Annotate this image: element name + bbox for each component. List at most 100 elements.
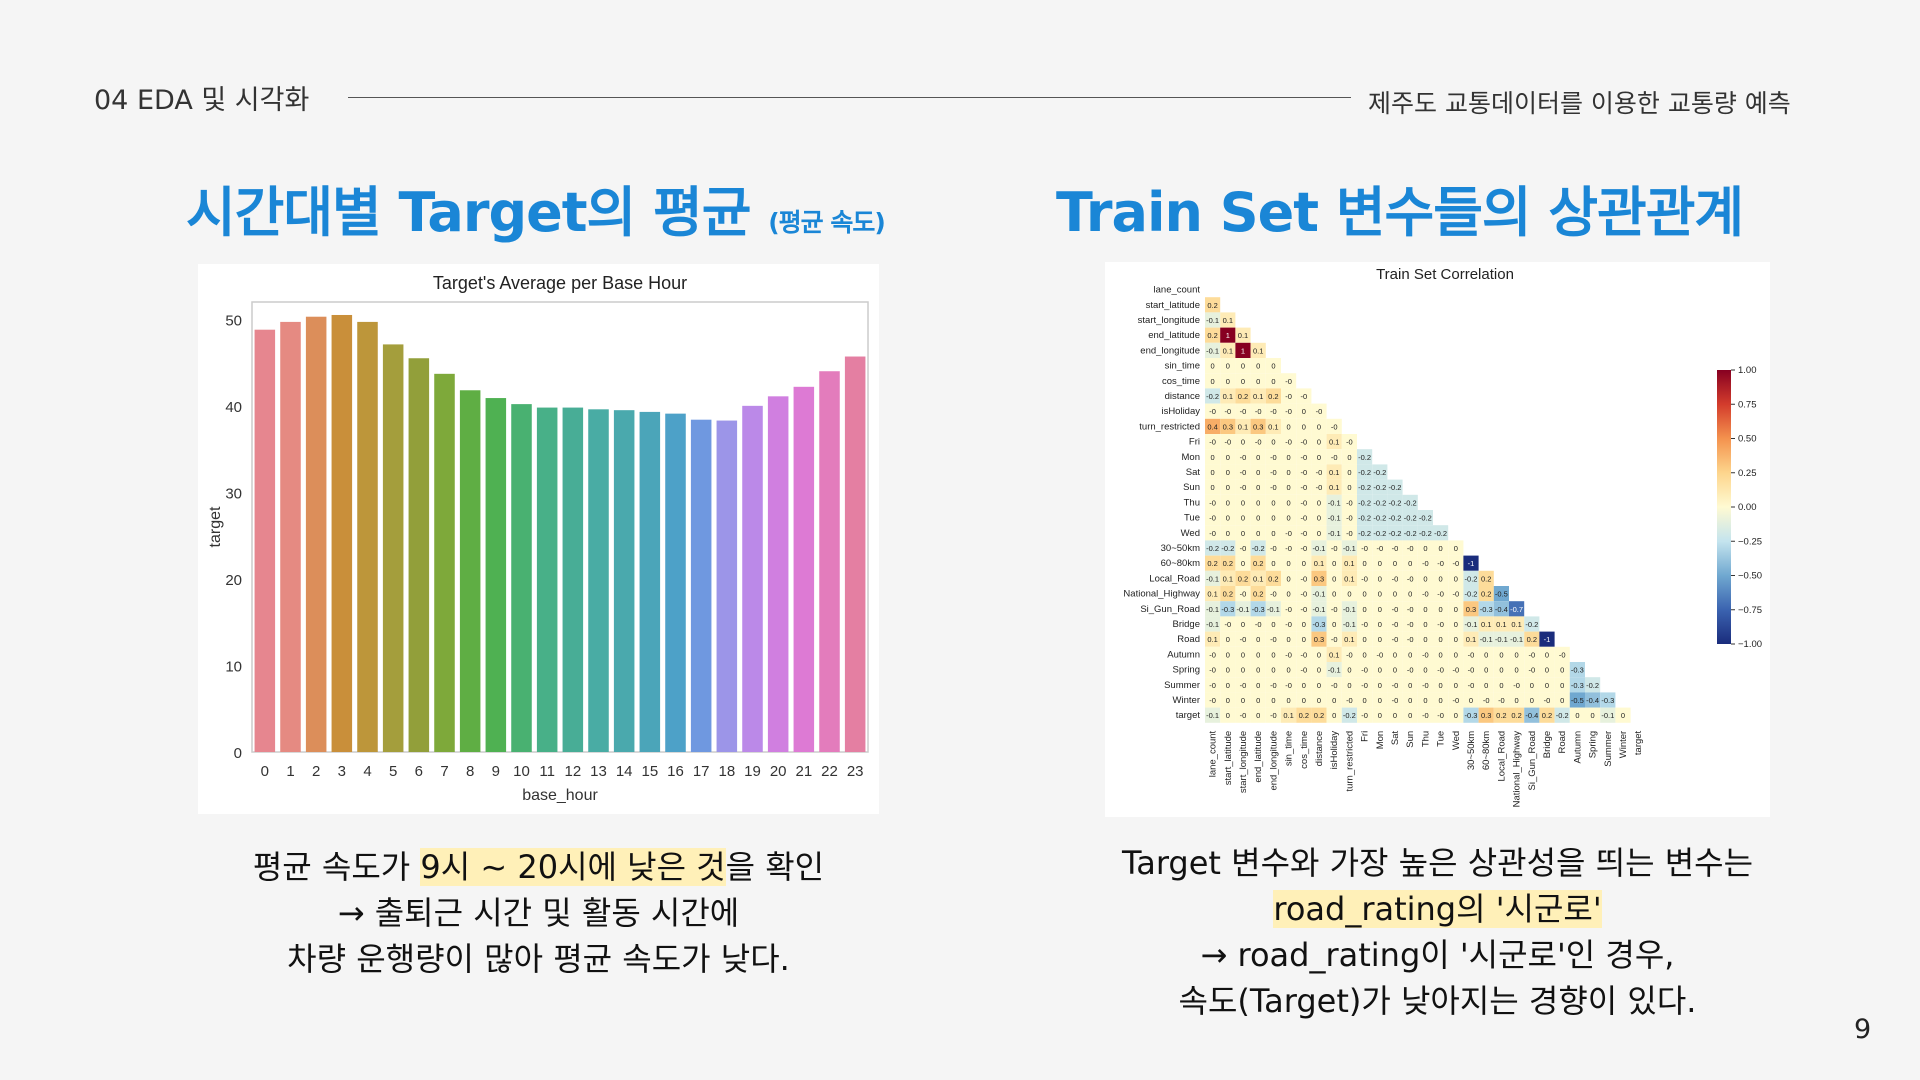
heatmap-cell bbox=[1554, 662, 1570, 678]
heatmap-cell bbox=[1265, 418, 1281, 434]
col-label: distance bbox=[1314, 731, 1325, 766]
heatmap-cell-value: 0 bbox=[1302, 635, 1306, 644]
heatmap-cell-value: 0 bbox=[1302, 681, 1306, 690]
left-caption-1a: 평균 속도가 bbox=[252, 848, 421, 886]
heatmap-cell bbox=[1220, 707, 1236, 723]
heatmap-cell bbox=[1326, 631, 1342, 647]
heatmap-cell-value: -0.4 bbox=[1495, 605, 1508, 614]
heatmap-cell-value: 0 bbox=[1271, 529, 1275, 538]
heatmap-cell-value: 0.2 bbox=[1268, 574, 1278, 583]
heatmap-cell bbox=[1205, 388, 1221, 404]
heatmap-cell bbox=[1235, 616, 1251, 632]
row-label: Bridge bbox=[1173, 619, 1200, 630]
heatmap-cell-value: 0.1 bbox=[1238, 331, 1248, 340]
heatmap-cell-value: 0 bbox=[1363, 650, 1367, 659]
heatmap-cell bbox=[1205, 358, 1221, 374]
heatmap-cell bbox=[1433, 540, 1449, 556]
heatmap-cell bbox=[1250, 540, 1266, 556]
row-label: Fri bbox=[1189, 437, 1200, 448]
heatmap-cell-value: -0 bbox=[1255, 438, 1262, 447]
heatmap-cell-value: 0 bbox=[1241, 650, 1245, 659]
heatmap-cell bbox=[1357, 449, 1373, 465]
heatmap-cell-value: -0 bbox=[1361, 574, 1368, 583]
heatmap-cell-value: -0 bbox=[1316, 468, 1323, 477]
x-tick-label: 14 bbox=[616, 763, 633, 780]
heatmap-cell bbox=[1341, 434, 1357, 450]
heatmap-cell-value: -0.1 bbox=[1328, 666, 1341, 675]
heatmap-cell-value: -0 bbox=[1240, 544, 1247, 553]
heatmap-cell-value: 0.2 bbox=[1207, 301, 1217, 310]
bar-hour-5 bbox=[382, 344, 404, 752]
heatmap-cell-value: 0 bbox=[1469, 696, 1473, 705]
y-tick-label: 40 bbox=[225, 399, 242, 416]
heatmap-cell bbox=[1433, 631, 1449, 647]
heatmap-cell-value: 0 bbox=[1484, 681, 1488, 690]
heatmap-cell-value: 0 bbox=[1347, 666, 1351, 675]
heatmap-cell bbox=[1357, 464, 1373, 480]
row-label: distance bbox=[1165, 391, 1200, 402]
heatmap-cell-value: -0 bbox=[1376, 650, 1383, 659]
heatmap-cell bbox=[1205, 525, 1221, 541]
heatmap-cell bbox=[1205, 434, 1221, 450]
bar-hour-2 bbox=[305, 316, 327, 752]
heatmap-cell-value: 0 bbox=[1287, 696, 1291, 705]
heatmap-cell bbox=[1311, 662, 1327, 678]
heatmap-cell-value: 0 bbox=[1347, 483, 1351, 492]
heatmap-cell bbox=[1235, 327, 1251, 343]
heatmap-cell bbox=[1448, 677, 1464, 693]
heatmap-cell-value: -0 bbox=[1300, 392, 1307, 401]
heatmap-cell bbox=[1205, 373, 1221, 389]
heatmap-cell-value: -0 bbox=[1209, 407, 1216, 416]
heatmap-cell bbox=[1357, 616, 1373, 632]
bar-hour-0 bbox=[254, 329, 276, 752]
heatmap-cell-value: 0 bbox=[1423, 635, 1427, 644]
heatmap-cell bbox=[1220, 525, 1236, 541]
row-label: Si_Gun_Road bbox=[1140, 604, 1200, 615]
heatmap-cell bbox=[1235, 494, 1251, 510]
row-label: start_longitude bbox=[1138, 315, 1200, 326]
heatmap-cell bbox=[1205, 403, 1221, 419]
heatmap-cell bbox=[1235, 646, 1251, 662]
heatmap-cell-value: -0 bbox=[1437, 620, 1444, 629]
heatmap-cell bbox=[1463, 555, 1479, 571]
heatmap-cell bbox=[1205, 327, 1221, 343]
heatmap-cell-value: 0 bbox=[1378, 635, 1382, 644]
heatmap-cell bbox=[1341, 510, 1357, 526]
heatmap-cell bbox=[1311, 525, 1327, 541]
left-caption-line-2: → 출퇴근 시간 및 활동 시간에 bbox=[337, 894, 740, 932]
heatmap-cell bbox=[1387, 707, 1403, 723]
heatmap-cell-value: 0.1 bbox=[1283, 711, 1293, 720]
heatmap-cell bbox=[1326, 418, 1342, 434]
heatmap-cell-value: 0 bbox=[1226, 666, 1230, 675]
heatmap-cell bbox=[1265, 677, 1281, 693]
heatmap-cell bbox=[1387, 601, 1403, 617]
heatmap-cell bbox=[1524, 677, 1540, 693]
colorbar-tick-label: 0.25 bbox=[1738, 468, 1757, 479]
heatmap-cell bbox=[1539, 692, 1555, 708]
heatmap-cell-value: 0 bbox=[1499, 681, 1503, 690]
heatmap-cell-value: 0 bbox=[1287, 514, 1291, 523]
y-tick-label: 30 bbox=[225, 485, 242, 502]
left-caption-1b: 을 확인 bbox=[725, 848, 825, 886]
heatmap-cell-value: -0 bbox=[1300, 453, 1307, 462]
heatmap-cell-value: 0 bbox=[1454, 650, 1458, 659]
heatmap-cell-value: -0.2 bbox=[1358, 483, 1371, 492]
x-tick-label: 12 bbox=[564, 763, 581, 780]
heatmap-cell bbox=[1311, 631, 1327, 647]
heatmap-cell bbox=[1281, 464, 1297, 480]
heatmap-cell-value: 0 bbox=[1378, 574, 1382, 583]
heatmap-cell-value: -0 bbox=[1331, 422, 1338, 431]
heatmap-cell bbox=[1341, 646, 1357, 662]
heatmap-cell-value: -0 bbox=[1437, 559, 1444, 568]
heatmap-cell bbox=[1205, 677, 1221, 693]
heatmap-cell-value: 0.2 bbox=[1253, 590, 1263, 599]
heatmap-cell bbox=[1417, 570, 1433, 586]
heatmap-cell-value: 0 bbox=[1530, 681, 1534, 690]
heatmap-cell bbox=[1311, 510, 1327, 526]
heatmap-cell-value: 0 bbox=[1408, 559, 1412, 568]
heatmap-cell-value: 0.1 bbox=[1268, 422, 1278, 431]
heatmap-cell-value: 0 bbox=[1241, 620, 1245, 629]
correlation-heatmap: Train Set Correlation lane_count lane_coun… bbox=[1123, 266, 1762, 807]
heatmap-cell-value: -0 bbox=[1209, 529, 1216, 538]
heatmap-cell-value: -0 bbox=[1422, 681, 1429, 690]
